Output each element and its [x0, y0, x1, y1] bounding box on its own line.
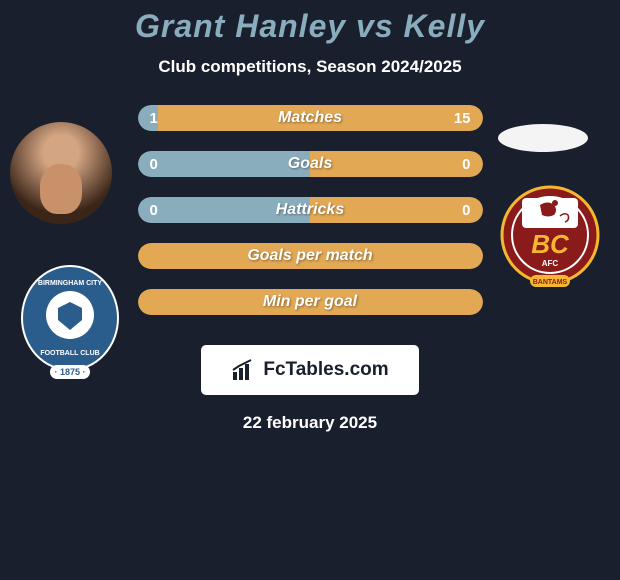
stat-label: Goals per match: [138, 243, 483, 269]
stat-label: Hattricks: [138, 197, 483, 223]
stat-label: Matches: [138, 105, 483, 131]
stat-value-left: 0: [150, 151, 158, 177]
page-subtitle: Club competitions, Season 2024/2025: [0, 57, 620, 77]
footer-logo-text: FcTables.com: [263, 359, 388, 381]
stat-value-left: 0: [150, 197, 158, 223]
svg-text:· 1875 ·: · 1875 ·: [54, 367, 85, 377]
stat-value-right: 0: [462, 197, 470, 223]
stat-row: Hattricks0 0: [138, 197, 483, 223]
svg-text:BIRMINGHAM CITY: BIRMINGHAM CITY: [38, 280, 102, 287]
stat-value-left: 1: [150, 105, 158, 131]
stat-row: Goals0 0: [138, 151, 483, 177]
stat-label: Goals: [138, 151, 483, 177]
stat-row: Min per goal: [138, 289, 483, 315]
club-badge-right: BC AFC BANTAMS: [500, 180, 600, 295]
svg-text:BC: BC: [531, 229, 570, 259]
player-photo-right: [498, 124, 588, 152]
club-badge-left: BIRMINGHAM CITY FOOTBALL CLUB · 1875 ·: [20, 260, 120, 390]
stat-row: Goals per match: [138, 243, 483, 269]
svg-text:AFC: AFC: [542, 259, 559, 268]
stat-row: Matches1 15: [138, 105, 483, 131]
svg-text:FOOTBALL CLUB: FOOTBALL CLUB: [40, 350, 99, 357]
svg-text:BANTAMS: BANTAMS: [533, 279, 568, 286]
footer-date: 22 february 2025: [0, 413, 620, 433]
player-photo-left: [10, 122, 112, 224]
stat-label: Min per goal: [138, 289, 483, 315]
footer-logo: FcTables.com: [201, 345, 419, 395]
stat-value-right: 15: [454, 105, 471, 131]
page-title: Grant Hanley vs Kelly: [0, 8, 620, 45]
stat-value-right: 0: [462, 151, 470, 177]
